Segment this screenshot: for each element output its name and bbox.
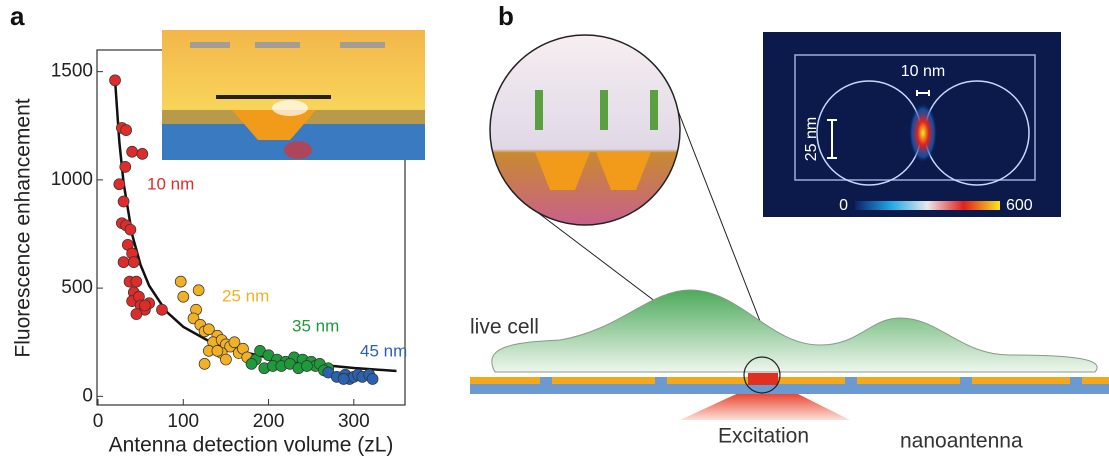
x-tick-label: 100: [167, 411, 199, 432]
y-tick-label: 1000: [51, 169, 93, 190]
point: [126, 145, 138, 158]
gap-label: 10 nm: [901, 63, 945, 80]
panel-label: a: [10, 1, 25, 31]
point: [245, 358, 258, 370]
diameter-label: 25 nm: [803, 117, 820, 161]
colorbar-min: 0: [839, 197, 848, 214]
point: [119, 161, 132, 173]
series-label: 45 nm: [360, 341, 407, 360]
x-tick-label: 200: [253, 411, 285, 432]
field-map: 10 nm 25 nm 0 600: [763, 32, 1061, 217]
point: [211, 345, 224, 357]
x-axis-label: Antenna detection volume (zL): [109, 434, 394, 457]
series-label: 25 nm: [222, 286, 269, 305]
point: [177, 290, 190, 303]
x-tick-label: 300: [338, 411, 370, 432]
point: [228, 336, 241, 349]
y-tick-label: 500: [61, 277, 93, 298]
point: [366, 373, 379, 385]
point: [156, 303, 168, 316]
excitation-label: Excitation: [718, 425, 809, 448]
cell-label: live cell: [470, 316, 539, 339]
point: [124, 223, 137, 236]
antenna-label: nanoantenna: [900, 430, 1023, 453]
membrane-zoom: [489, 34, 780, 371]
point: [203, 323, 215, 336]
y-tick-label: 1500: [51, 61, 93, 82]
point: [139, 299, 151, 312]
inset-image: [162, 30, 425, 160]
x-tick-label: 0: [93, 411, 104, 432]
point: [120, 124, 132, 136]
point: [127, 256, 140, 268]
point: [130, 275, 143, 288]
point: [198, 358, 211, 370]
y-axis-label: Fluorescence enhancement: [12, 98, 35, 357]
point: [130, 308, 143, 320]
point: [174, 275, 187, 288]
point: [301, 360, 313, 372]
point: [109, 74, 121, 87]
series-label: 35 nm: [292, 316, 339, 335]
colorbar-max: 600: [1006, 197, 1033, 214]
point: [136, 148, 149, 160]
point: [337, 373, 350, 385]
series-label: 10 nm: [147, 174, 194, 193]
cell-diagram: live cell nanoantenna Excitation: [470, 289, 1109, 453]
point: [113, 178, 126, 191]
panel-label: b: [498, 1, 514, 31]
point: [117, 256, 130, 268]
y-tick-label: 0: [82, 385, 93, 406]
point: [192, 284, 205, 297]
point: [220, 353, 232, 366]
point: [117, 195, 130, 208]
